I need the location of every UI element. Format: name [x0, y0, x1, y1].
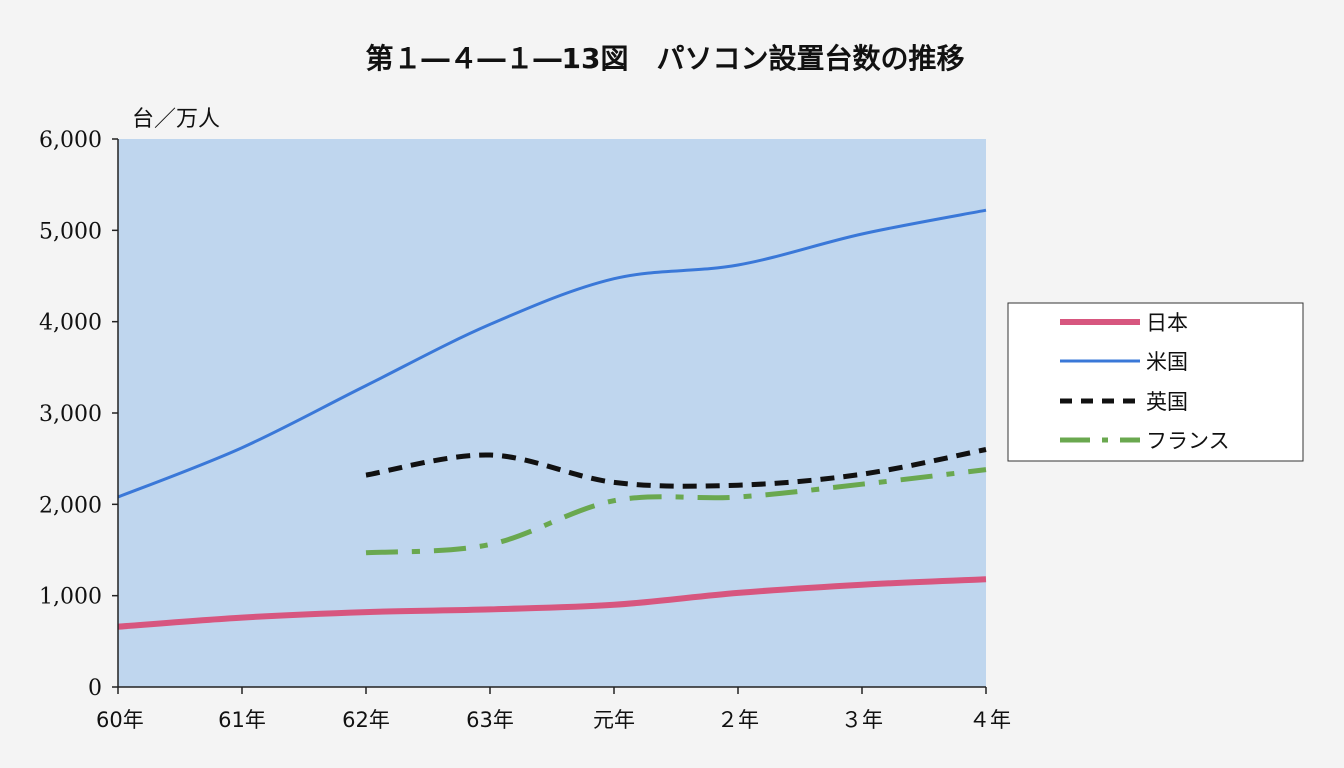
legend-label-2: 英国: [1146, 390, 1188, 414]
legend-label-3: フランス: [1146, 429, 1230, 453]
x-tick-label: 63年: [466, 708, 514, 732]
x-tick-label: ３年: [841, 708, 883, 732]
y-tick-label: 0: [88, 676, 102, 701]
x-tick-label: ２年: [717, 708, 759, 732]
series-line-1: [117, 208, 987, 499]
y-axis-unit-label: 台／万人: [132, 107, 220, 132]
x-axis-ticks: 60年 61年 62年 63年 元年 ２年 ３年 ４年: [96, 687, 1011, 732]
y-tick-label: 6,000: [39, 128, 102, 153]
series-line-2: [365, 447, 987, 489]
y-tick-label: 3,000: [39, 402, 102, 427]
chart-title: 第１―４―１―13図 パソコン設置台数の推移: [366, 42, 965, 75]
x-tick-label: 62年: [342, 708, 390, 732]
series-line-3: [365, 467, 987, 556]
y-tick-label: 2,000: [39, 493, 102, 518]
legend-box: [1007, 302, 1304, 462]
x-tick-label: 61年: [218, 708, 266, 732]
y-tick-label: 4,000: [39, 311, 102, 336]
series-layer: [117, 208, 987, 630]
y-tick-label: 5,000: [39, 219, 102, 244]
series-line-0: [117, 576, 987, 630]
y-axis-ticks: 0 1,000 2,000 3,000 4,000 5,000 6,000: [39, 128, 118, 701]
x-tick-label: 元年: [593, 708, 635, 732]
legend-label-1: 米国: [1146, 350, 1188, 374]
plot-area: [118, 139, 986, 687]
y-tick-label: 1,000: [39, 585, 102, 610]
x-tick-label: 60年: [96, 708, 144, 732]
x-tick-label: ４年: [969, 708, 1011, 732]
legend-label-0: 日本: [1146, 311, 1188, 335]
